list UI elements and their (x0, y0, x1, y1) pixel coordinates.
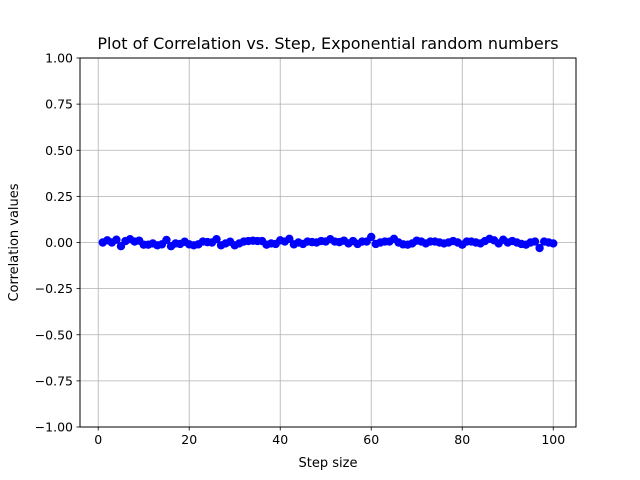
y-tick-label: −1.00 (35, 420, 73, 435)
y-tick-label: 0.00 (45, 235, 73, 250)
data-series (98, 232, 558, 253)
data-point (530, 237, 540, 246)
x-tick-label: 100 (541, 432, 565, 447)
x-tick-label: 60 (363, 432, 379, 447)
y-tick-label: −0.75 (35, 373, 73, 388)
axis-ticks: 0 20 40 60 80 100 −1.00 −0.75 −0.50 −0.25 0.00 0.25… (35, 51, 566, 448)
x-axis-label: Step size (299, 456, 358, 471)
y-tick-label: 1.00 (45, 51, 73, 66)
y-tick-label: 0.50 (45, 143, 73, 158)
y-tick-label: −0.25 (35, 281, 73, 296)
data-point (367, 232, 376, 242)
plot-frame (79, 57, 577, 428)
data-point (162, 235, 171, 245)
chart-title: Plot of Correlation vs. Step, Exponentia… (97, 34, 558, 53)
y-tick-label: 0.25 (45, 189, 73, 204)
y-axis-label: Correlation values (7, 183, 22, 301)
data-point (285, 234, 294, 244)
y-tick-label: 0.75 (45, 97, 73, 112)
x-tick-label: 20 (181, 432, 197, 447)
data-point (549, 239, 558, 248)
data-point (535, 243, 544, 253)
x-tick-label: 40 (272, 432, 288, 447)
x-tick-label: 80 (454, 432, 470, 447)
data-point (112, 235, 121, 244)
y-tick-label: −0.50 (35, 327, 73, 342)
data-point (212, 234, 221, 244)
x-tick-label: 0 (94, 432, 102, 447)
